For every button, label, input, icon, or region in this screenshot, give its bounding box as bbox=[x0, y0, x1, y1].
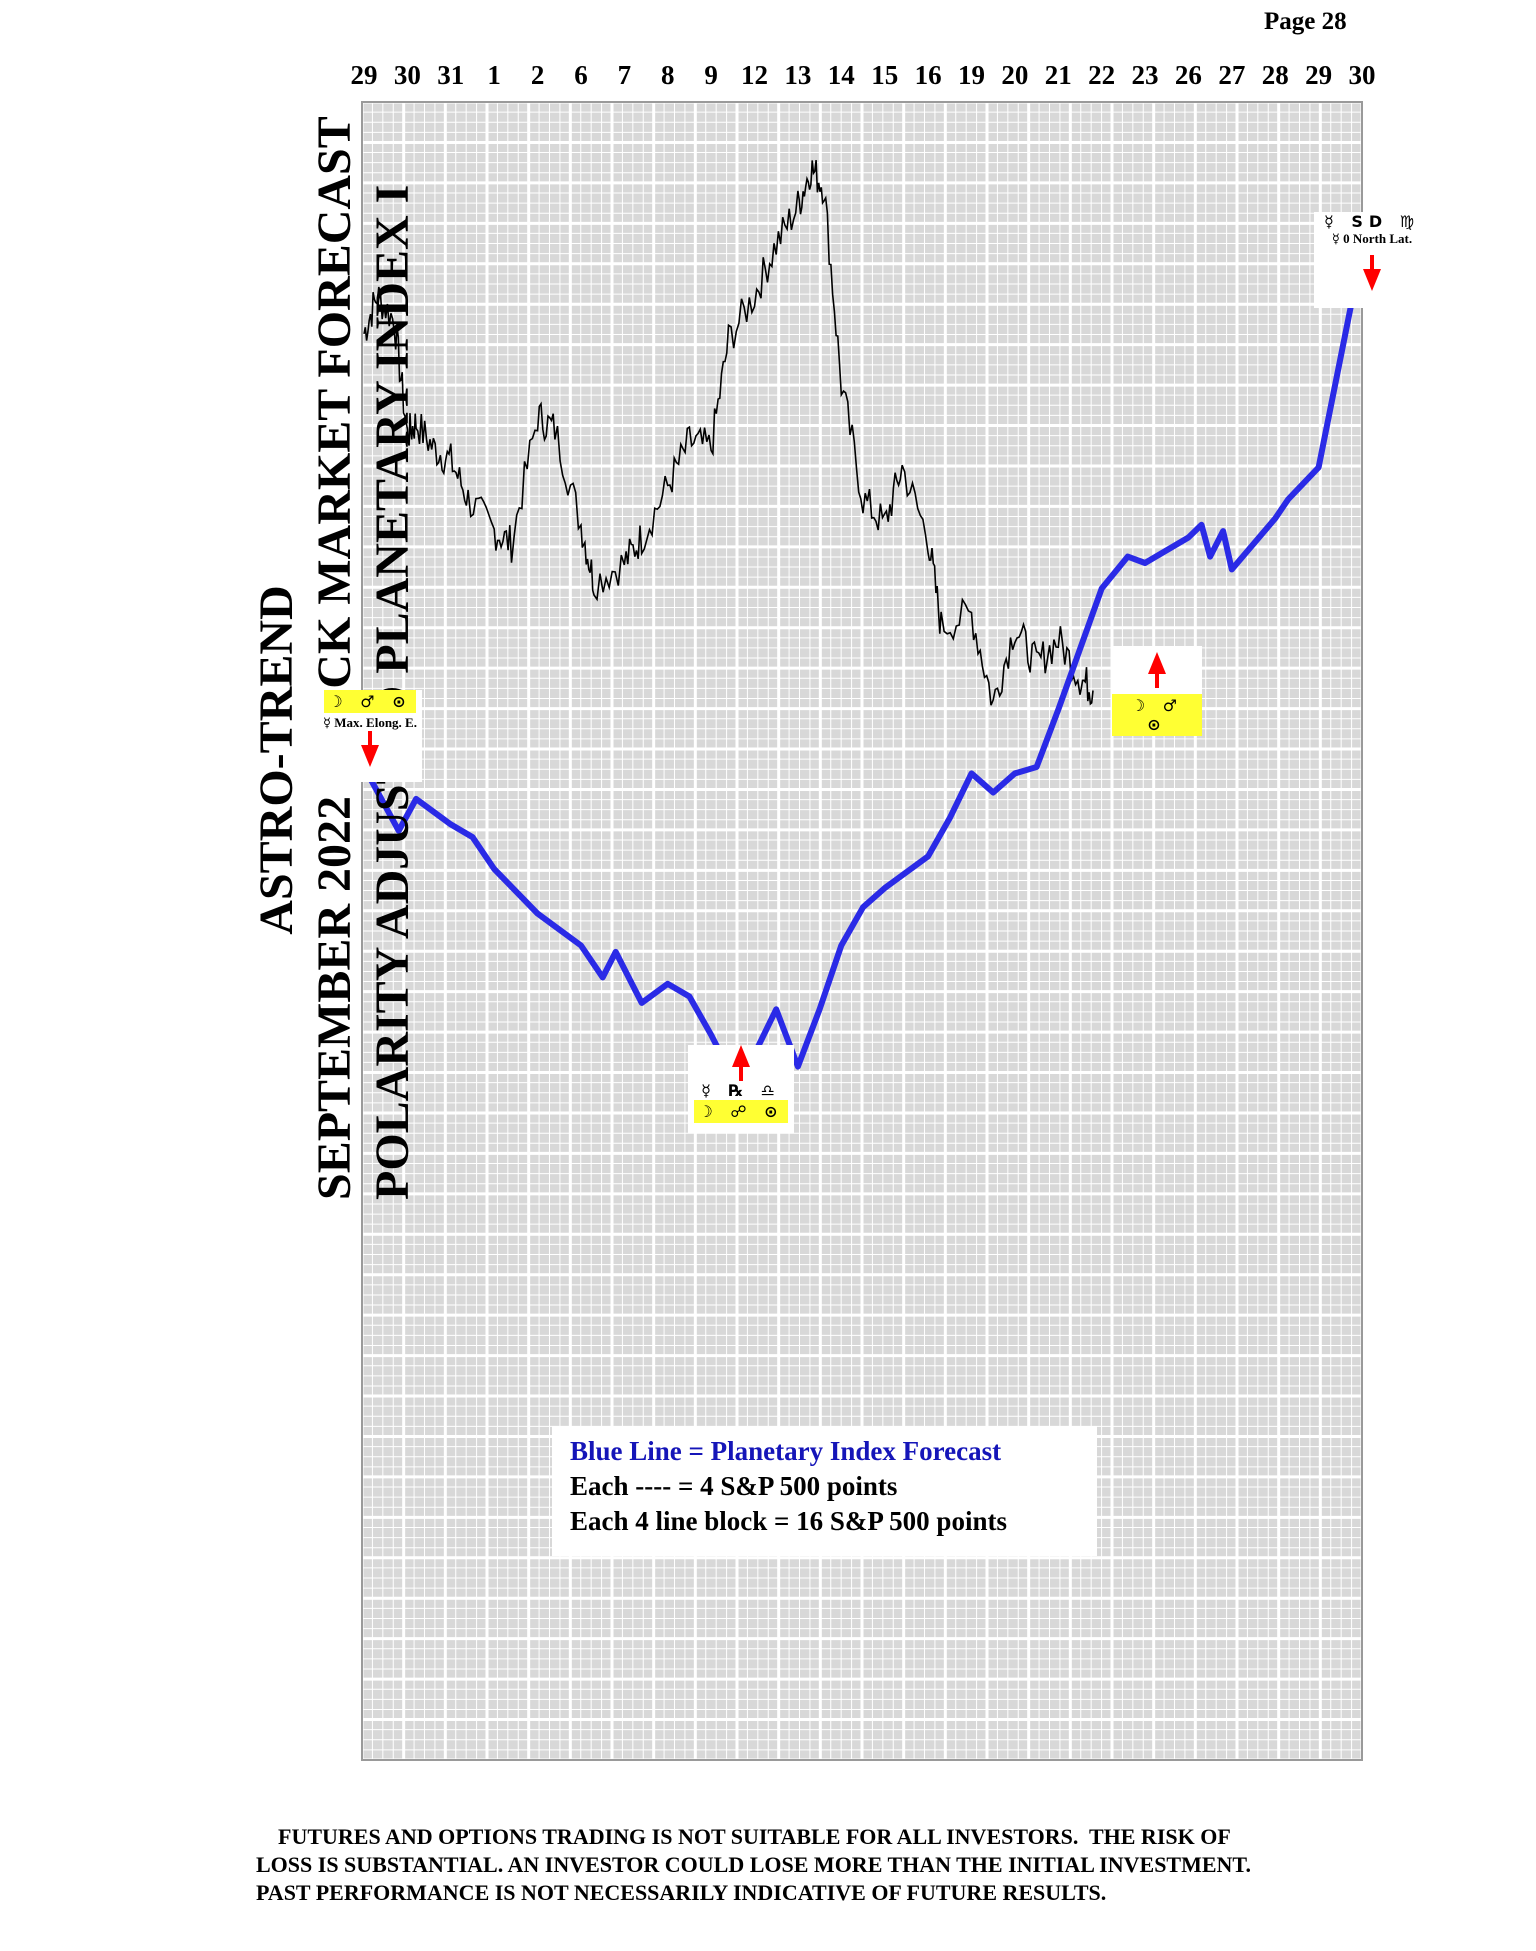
date-label: 29 bbox=[1305, 60, 1333, 90]
annotation-aug31: ☽ ♂ ⊙ ☿ Max. Elong. E. bbox=[318, 690, 422, 782]
page-number: Page 28 bbox=[1264, 8, 1347, 35]
date-label: 13 bbox=[784, 60, 812, 90]
legend: Blue Line = Planetary Index Forecast Eac… bbox=[552, 1426, 1097, 1556]
down-arrow-icon bbox=[361, 745, 379, 767]
disclaimer-line-2: LOSS IS SUBSTANTIAL. AN INVESTOR COULD L… bbox=[256, 1852, 1251, 1877]
annotation-sep9: ☿ ℞ ♎ ☽ ☍ ⊙ bbox=[688, 1045, 794, 1133]
date-label: 14 bbox=[827, 60, 855, 90]
aspect-symbols: ☽ ☍ ⊙ bbox=[694, 1100, 788, 1123]
date-label: 22 bbox=[1088, 60, 1116, 90]
price-series bbox=[363, 160, 1094, 706]
annotation-text: ☿ 0 North Lat. bbox=[1331, 231, 1413, 246]
date-label: 9 bbox=[704, 60, 718, 90]
arrow-shaft bbox=[1155, 674, 1159, 688]
arrow-shaft bbox=[368, 731, 372, 745]
forecast-line bbox=[361, 250, 1365, 1102]
disclaimer-line-3: PAST PERFORMANCE IS NOT NECESSARILY INDI… bbox=[256, 1880, 1107, 1905]
disclaimer: FUTURES AND OPTIONS TRADING IS NOT SUITA… bbox=[256, 1823, 1456, 1907]
date-axis: 29 30 31 1 2 6 7 8 9 12 13 14 15 16 19 20 21 22 23 26 27 28 29… bbox=[0, 60, 1536, 96]
annotation-text: ☿ Max. Elong. E. bbox=[323, 715, 417, 730]
legend-line-3: Each 4 line block = 16 S&P 500 points bbox=[570, 1506, 1007, 1536]
date-label: 8 bbox=[660, 60, 675, 90]
date-label: 21 bbox=[1044, 60, 1072, 90]
date-label: 7 bbox=[617, 60, 632, 90]
down-arrow-icon bbox=[1363, 269, 1381, 291]
date-label: 20 bbox=[1001, 60, 1029, 90]
date-label: 23 bbox=[1131, 60, 1159, 90]
legend-line-2: Each ---- = 4 S&P 500 points bbox=[570, 1471, 898, 1501]
date-label: 2 bbox=[530, 60, 545, 90]
date-label: 27 bbox=[1218, 60, 1246, 90]
date-label: 31 bbox=[437, 60, 465, 90]
legend-line-1: Blue Line = Planetary Index Forecast bbox=[570, 1436, 1002, 1466]
date-label: 29 bbox=[350, 60, 378, 90]
aspect-symbols: ☽ ♂ ⊙ bbox=[1112, 694, 1202, 736]
title-line-1: ASTRO-TREND bbox=[250, 585, 303, 935]
date-label: 6 bbox=[574, 60, 588, 90]
date-label: 15 bbox=[871, 60, 899, 90]
annotation-sep30: ☿ SD ♍ ☿ 0 North Lat. bbox=[1314, 212, 1430, 308]
up-arrow-icon bbox=[732, 1045, 750, 1067]
arrow-shaft bbox=[1370, 255, 1374, 269]
date-label: 30 bbox=[1348, 60, 1376, 90]
date-label: 26 bbox=[1174, 60, 1202, 90]
forecast-series bbox=[361, 250, 1365, 1102]
date-label: 28 bbox=[1261, 60, 1289, 90]
up-arrow-icon bbox=[1148, 652, 1166, 674]
date-label: 16 bbox=[914, 60, 942, 90]
grid-frame bbox=[361, 101, 1363, 1761]
date-label: 30 bbox=[393, 60, 421, 90]
disclaimer-line-1: FUTURES AND OPTIONS TRADING IS NOT SUITA… bbox=[256, 1824, 1231, 1849]
date-label: 1 bbox=[487, 60, 501, 90]
aspect-symbols-top: ☿ ℞ ♎ bbox=[701, 1081, 781, 1100]
arrow-shaft bbox=[739, 1067, 743, 1081]
annotation-sep26: ☽ ♂ ⊙ bbox=[1112, 646, 1202, 736]
date-label: 19 bbox=[957, 60, 985, 90]
aspect-symbols: ☽ ♂ ⊙ bbox=[324, 690, 416, 713]
date-label: 12 bbox=[741, 60, 769, 90]
aspect-symbols-top: ☿ SD ♍ bbox=[1323, 212, 1421, 231]
price-line bbox=[363, 160, 1094, 706]
